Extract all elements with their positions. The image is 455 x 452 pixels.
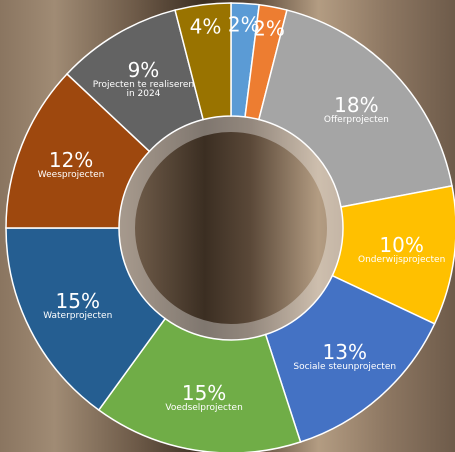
- category-label: Onderwijsprojecten: [358, 254, 446, 265]
- category-label: Offerprojecten: [323, 115, 389, 126]
- donut-segment: [257, 9, 453, 208]
- percent-label: 15%: [55, 288, 100, 313]
- category-label: Sociale steunprojecten: [293, 361, 397, 372]
- percent-label: 13%: [322, 339, 367, 364]
- percent-label: 2%: [227, 12, 260, 37]
- segment-label: 18% Offerprojecten: [301, 95, 411, 125]
- category-label: Waterprojecten: [43, 310, 113, 321]
- segment-label: 2%: [214, 18, 324, 39]
- segment-label: 15% Voedselprojecten: [149, 380, 259, 413]
- percent-label: 12%: [48, 147, 94, 172]
- segment-label: 13% Sociale steunprojecten: [290, 339, 400, 372]
- donut-segment: [97, 317, 302, 452]
- category-label: Voedselprojecten: [165, 402, 243, 413]
- donut-segment: [5, 227, 167, 412]
- segment-label: 15% Waterprojecten: [23, 288, 133, 321]
- segment-label: 12% Weesprojecten: [16, 149, 126, 179]
- inner-ring: [119, 116, 343, 340]
- donut-segment: [174, 2, 232, 121]
- segment-label: 9% Projecten te realiseren in 2024: [88, 60, 198, 100]
- percent-label: 10%: [379, 232, 424, 257]
- category-label: Weesprojecten: [37, 169, 105, 180]
- segment-label: 4%: [151, 16, 261, 37]
- percent-label: 18%: [334, 93, 379, 118]
- percent-label: 9%: [127, 58, 160, 82]
- percent-label: 4%: [189, 14, 222, 39]
- segment-label: 10% Onderwijsprojecten: [347, 234, 455, 264]
- percent-label: 2%: [253, 16, 285, 41]
- segment-label: 2%: [189, 12, 299, 37]
- category-label: Projecten te realiseren in 2024: [92, 80, 195, 100]
- percent-label: 15%: [181, 380, 227, 405]
